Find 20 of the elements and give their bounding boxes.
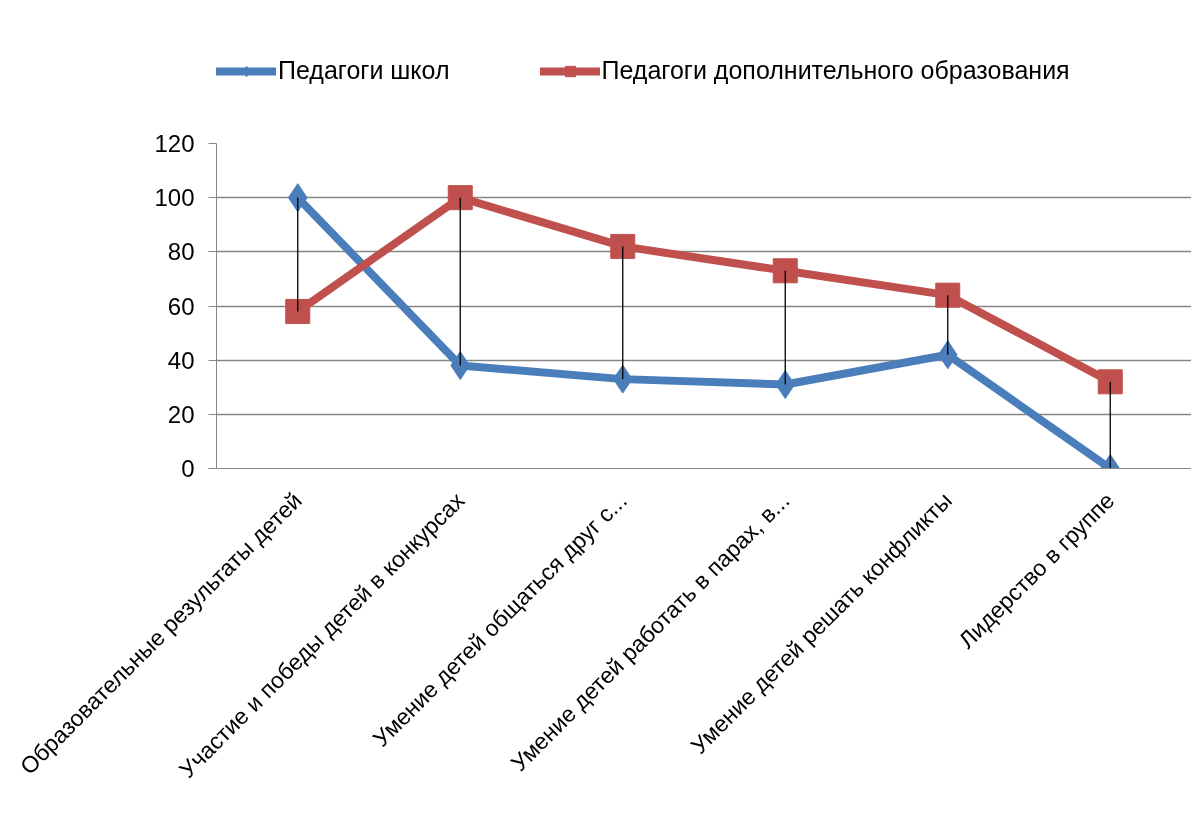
point xyxy=(447,185,473,211)
y-tick-label: 40 xyxy=(167,346,195,374)
point xyxy=(450,351,471,381)
point xyxy=(772,258,798,284)
y-tick-label: 100 xyxy=(154,184,195,212)
y-tick-label: 0 xyxy=(181,455,195,482)
point xyxy=(775,370,796,400)
legend-label: Педагоги школ xyxy=(278,56,450,85)
point xyxy=(937,340,958,370)
y-tick-label: 20 xyxy=(167,400,195,428)
point xyxy=(285,298,311,324)
legend-label: Педагоги дополнительного образования xyxy=(601,56,1070,85)
point xyxy=(610,233,636,259)
point xyxy=(287,183,308,213)
point xyxy=(612,364,633,394)
y-tick-label: 80 xyxy=(167,238,195,266)
y-tick-label: 60 xyxy=(167,292,195,320)
point xyxy=(935,282,961,308)
y-tick-label: 120 xyxy=(154,130,195,157)
point xyxy=(1097,369,1123,395)
